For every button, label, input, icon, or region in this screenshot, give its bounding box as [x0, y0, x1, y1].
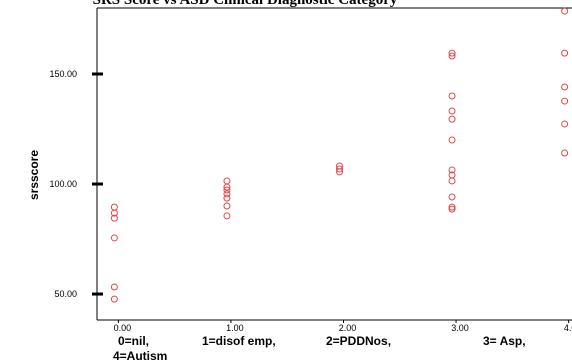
x-tick-label: 3.00 — [451, 323, 469, 333]
point — [561, 83, 569, 91]
y-tick-label: 100.00 — [49, 179, 77, 189]
point — [110, 283, 118, 291]
y-axis-label: srsscore — [27, 150, 41, 200]
x-axis-label: 1=disof emp, — [202, 334, 276, 348]
point — [448, 177, 456, 185]
point — [336, 168, 344, 176]
point — [223, 183, 231, 191]
x-tick-label: 4.00 — [564, 323, 572, 333]
x-tick-label: 2.00 — [339, 323, 357, 333]
point — [448, 136, 456, 144]
point — [110, 203, 118, 211]
point — [223, 212, 231, 220]
point — [223, 186, 231, 194]
chart-title: SRS Score vs ASD Clinical Diagnostic Cat… — [93, 0, 398, 8]
point — [448, 205, 456, 213]
point — [448, 193, 456, 201]
x-axis-label: 0=nil, — [118, 334, 149, 348]
x-axis-label: 3= Asp, — [483, 334, 526, 348]
point — [561, 149, 569, 157]
point — [448, 49, 456, 57]
y-tick-label: 50.00 — [54, 289, 77, 299]
y-tick-label: 150.00 — [49, 69, 77, 79]
x-tick-label: 1.00 — [226, 323, 244, 333]
point — [110, 214, 118, 222]
point — [448, 52, 456, 60]
point — [223, 202, 231, 210]
point — [336, 165, 344, 173]
x-tick-label: 0.00 — [114, 323, 132, 333]
x-axis-label: 4=Autism — [113, 349, 167, 363]
x-axis-label: 2=PDDNos, — [326, 334, 391, 348]
point — [448, 107, 456, 115]
point — [110, 209, 118, 217]
point — [561, 97, 569, 105]
point — [448, 203, 456, 211]
point — [448, 166, 456, 174]
point — [448, 115, 456, 123]
point — [223, 177, 231, 185]
point — [561, 7, 569, 15]
point — [448, 92, 456, 100]
point — [561, 120, 569, 128]
point — [223, 190, 231, 198]
point — [223, 194, 231, 202]
point — [110, 234, 118, 242]
point — [110, 295, 118, 303]
point — [561, 49, 569, 57]
